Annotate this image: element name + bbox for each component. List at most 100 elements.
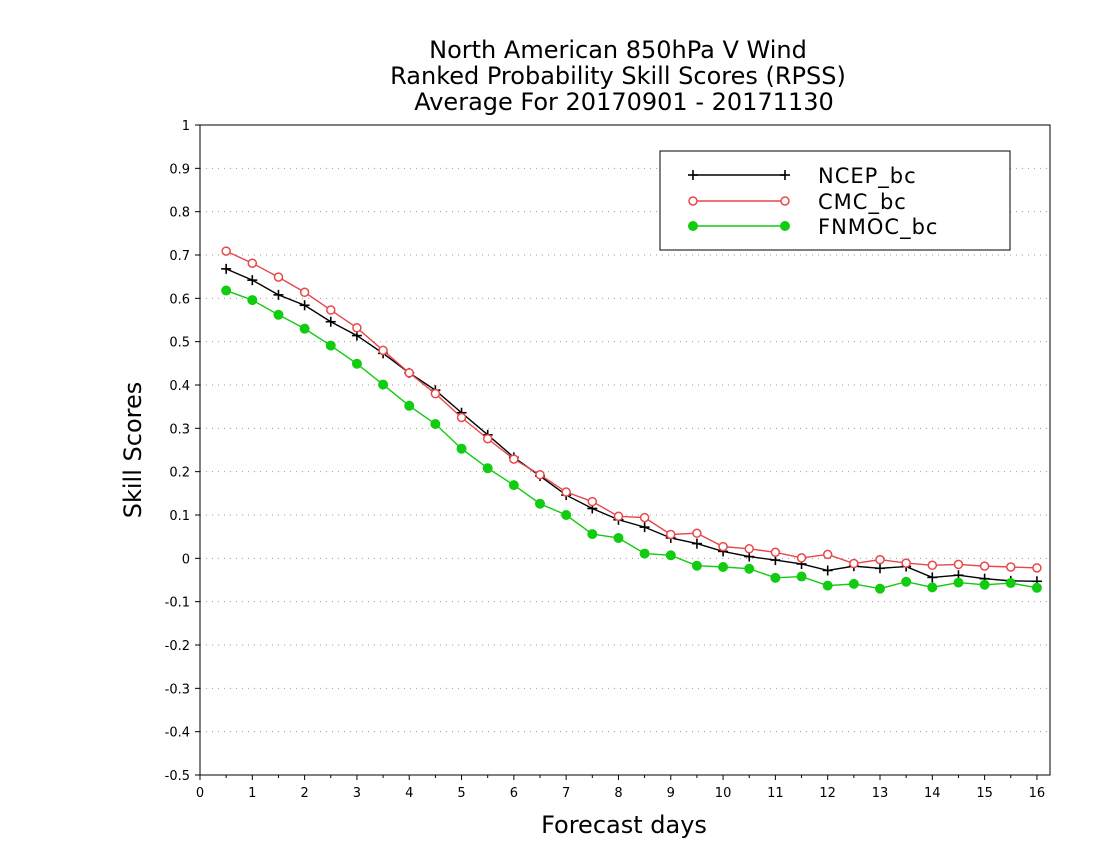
x-tick-label: 4 (405, 786, 413, 801)
x-tick-label: 2 (300, 786, 308, 801)
point-fnmoc-bc (822, 580, 833, 591)
point-fnmoc-bc (482, 463, 493, 474)
x-tick-label: 9 (667, 786, 675, 801)
x-tick-label: 15 (976, 786, 993, 801)
point-ncep-bc (927, 572, 938, 583)
point-fnmoc-bc (613, 532, 624, 543)
point-fnmoc-bc (404, 400, 415, 411)
point-ncep-bc (247, 275, 258, 286)
point-fnmoc-bc (587, 529, 598, 540)
point-cmc-bc (378, 345, 388, 356)
point-cmc-bc (509, 454, 519, 464)
legend-marker-cmc-bc (780, 196, 790, 206)
point-fnmoc-bc (901, 576, 912, 587)
x-tick-label: 6 (510, 786, 518, 801)
y-axis: -0.5 -0.4 -0.3 -0.2 -0.1 0 0.1 0.2 0.3 0.4 0.5 0.6 0… (165, 119, 200, 784)
legend-marker-ncep-bc (688, 170, 698, 180)
point-cmc-bc (744, 544, 754, 554)
legend-item-cmc-bc: CMC_bc (688, 190, 907, 215)
point-fnmoc-bc (273, 309, 284, 320)
series-fnmoc-bc (221, 285, 1042, 594)
point-fnmoc-bc (1005, 578, 1016, 589)
point-fnmoc-bc (1031, 582, 1042, 593)
point-cmc-bc (352, 323, 362, 333)
point-cmc-bc (299, 287, 310, 298)
legend-marker-ncep-bc (780, 170, 790, 180)
point-fnmoc-bc (691, 560, 702, 571)
y-tick-label: -0.3 (165, 682, 190, 697)
x-tick-label: 5 (457, 786, 465, 801)
point-cmc-bc (326, 305, 336, 315)
y-tick-label: 0.9 (169, 162, 190, 177)
point-cmc-bc (718, 541, 728, 552)
point-cmc-bc (822, 549, 833, 560)
legend-item-fnmoc-bc: FNMOC_bc (688, 215, 938, 240)
point-cmc-bc (561, 487, 571, 497)
point-cmc-bc (666, 529, 676, 540)
point-fnmoc-bc (639, 548, 650, 559)
y-tick-label: 0.1 (169, 509, 190, 524)
x-tick-label: 8 (614, 786, 622, 801)
point-ncep-bc (325, 316, 336, 327)
point-fnmoc-bc (325, 340, 336, 351)
point-fnmoc-bc (744, 563, 755, 574)
y-tick-label: 1 (182, 119, 190, 134)
chart-title-line-3: Average For 20170901 - 20171130 (414, 88, 834, 116)
point-cmc-bc (221, 246, 231, 256)
x-tick-label: 1 (248, 786, 256, 801)
point-cmc-bc (1006, 562, 1016, 572)
point-cmc-bc (404, 368, 414, 378)
series-line-ncep-bc (225, 268, 1037, 582)
x-tick-label: 12 (819, 786, 836, 801)
point-cmc-bc (692, 528, 702, 538)
point-fnmoc-bc (221, 285, 232, 296)
point-fnmoc-bc (247, 295, 258, 306)
point-cmc-bc (770, 547, 781, 558)
point-fnmoc-bc (508, 480, 519, 491)
point-cmc-bc (639, 512, 650, 523)
point-ncep-bc (691, 538, 702, 549)
x-tick-label: 11 (767, 786, 784, 801)
x-tick-label: 14 (924, 786, 941, 801)
gridlines (200, 167, 1050, 733)
point-fnmoc-bc (953, 577, 964, 588)
point-fnmoc-bc (979, 579, 990, 590)
point-fnmoc-bc (561, 510, 572, 520)
point-fnmoc-bc (456, 443, 467, 454)
point-ncep-bc (639, 522, 650, 533)
y-axis-label: Skill Scores (119, 382, 147, 519)
x-tick-label: 13 (872, 786, 889, 801)
point-cmc-bc (430, 388, 441, 399)
point-cmc-bc (587, 496, 598, 507)
point-cmc-bc (875, 554, 885, 565)
point-cmc-bc (456, 412, 467, 423)
x-tick-label: 16 (1029, 786, 1046, 801)
point-fnmoc-bc (770, 572, 781, 583)
y-tick-label: -0.5 (165, 769, 190, 784)
legend-label-fnmoc-bc: FNMOC_bc (818, 215, 938, 240)
point-cmc-bc (482, 433, 493, 444)
series-layer (221, 246, 1042, 594)
legend-label-cmc-bc: CMC_bc (818, 190, 907, 215)
y-tick-label: -0.2 (165, 639, 190, 654)
point-fnmoc-bc (299, 323, 310, 334)
series-line-fnmoc-bc (225, 289, 1038, 590)
point-fnmoc-bc (665, 550, 676, 561)
x-tick-label: 3 (353, 786, 361, 801)
chart-title-line-1: North American 850hPa V Wind (429, 36, 807, 64)
y-tick-label: 0.8 (169, 206, 190, 221)
point-cmc-bc (535, 469, 545, 480)
point-fnmoc-bc (535, 498, 545, 509)
y-tick-label: 0.2 (169, 466, 190, 481)
point-ncep-bc (221, 263, 232, 274)
point-fnmoc-bc (351, 358, 362, 369)
point-cmc-bc (979, 561, 990, 571)
legend-marker-cmc-bc (688, 196, 698, 206)
point-fnmoc-bc (430, 419, 441, 429)
series-cmc-bc (221, 246, 1042, 573)
chart-title: North American 850hPa V Wind Ranked Prob… (390, 36, 846, 116)
point-cmc-bc (927, 560, 938, 571)
point-ncep-bc (875, 563, 885, 574)
point-fnmoc-bc (875, 583, 885, 594)
